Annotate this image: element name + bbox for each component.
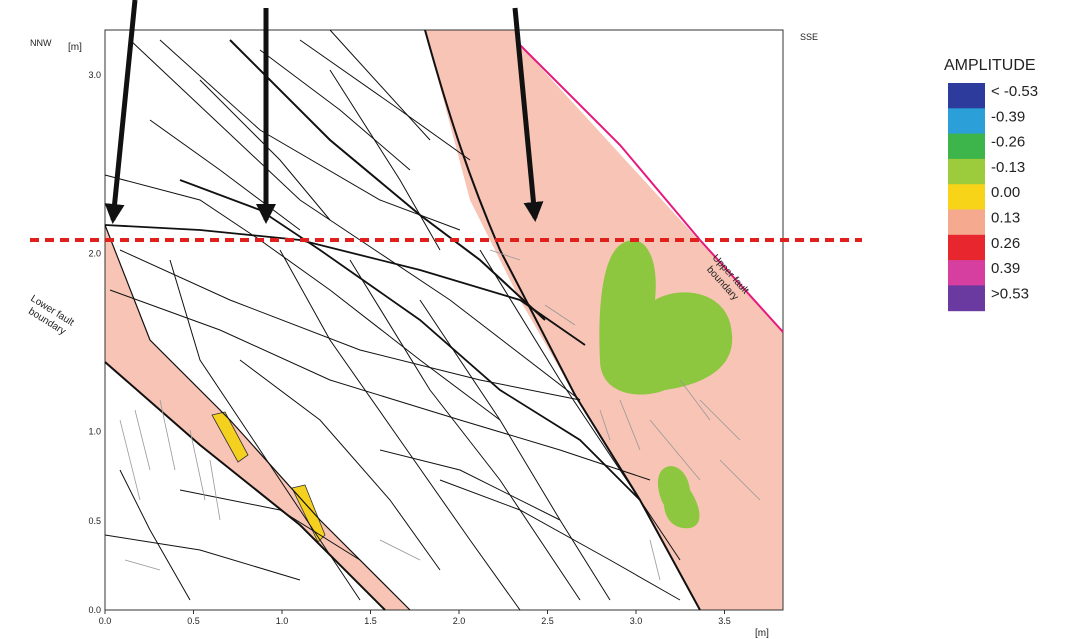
x-unit: [m]	[755, 628, 769, 639]
legend-label: 0.00	[991, 184, 1020, 201]
legend-label: 0.39	[991, 260, 1020, 277]
legend-swatch	[948, 260, 985, 286]
x-tick-label: 1.0	[276, 616, 289, 626]
y-tick-label: 0.5	[88, 516, 101, 526]
x-tick-label: 3.0	[630, 616, 643, 626]
legend-swatch	[948, 159, 985, 185]
y-tick-label: 2.0	[88, 248, 101, 258]
y-tick-label: 1.0	[88, 427, 101, 437]
legend-swatch	[948, 285, 985, 311]
legend-swatch	[948, 235, 985, 261]
legend: < -0.53 -0.39 -0.26 -0.13 0.00 0.13 0.26 0.39 >0…	[948, 83, 1038, 311]
x-tick-label: 1.5	[364, 616, 377, 626]
x-tick-label: 3.5	[718, 616, 731, 626]
legend-label: >0.53	[991, 285, 1029, 302]
legend-label: 0.13	[991, 210, 1020, 227]
x-tick-label: 2.5	[541, 616, 554, 626]
lower-fault-label: Lower fault boundary	[22, 293, 76, 339]
x-tick-label: 0.0	[99, 616, 112, 626]
legend-swatch	[948, 83, 985, 109]
legend-label: < -0.53	[991, 83, 1038, 100]
legend-label: -0.13	[991, 159, 1025, 176]
legend-swatch	[948, 134, 985, 160]
legend-label: -0.39	[991, 108, 1025, 125]
y-tick-label: 0.0	[88, 605, 101, 615]
direction-left: NNW	[30, 38, 52, 48]
legend-title: AMPLITUDE	[944, 57, 1036, 74]
x-tick-label: 0.5	[187, 616, 200, 626]
legend-swatch	[948, 184, 985, 210]
x-tick-label: 2.0	[453, 616, 466, 626]
legend-label: 0.26	[991, 235, 1020, 252]
legend-swatch	[948, 210, 985, 236]
direction-right: SSE	[800, 32, 818, 42]
legend-label: -0.26	[991, 134, 1025, 151]
y-tick-label: 3.0	[88, 70, 101, 80]
y-unit: [m]	[68, 42, 82, 53]
legend-swatch	[948, 108, 985, 134]
figure: NNW SSE [m] [m] Lower fault boundary Upp…	[0, 0, 1070, 639]
